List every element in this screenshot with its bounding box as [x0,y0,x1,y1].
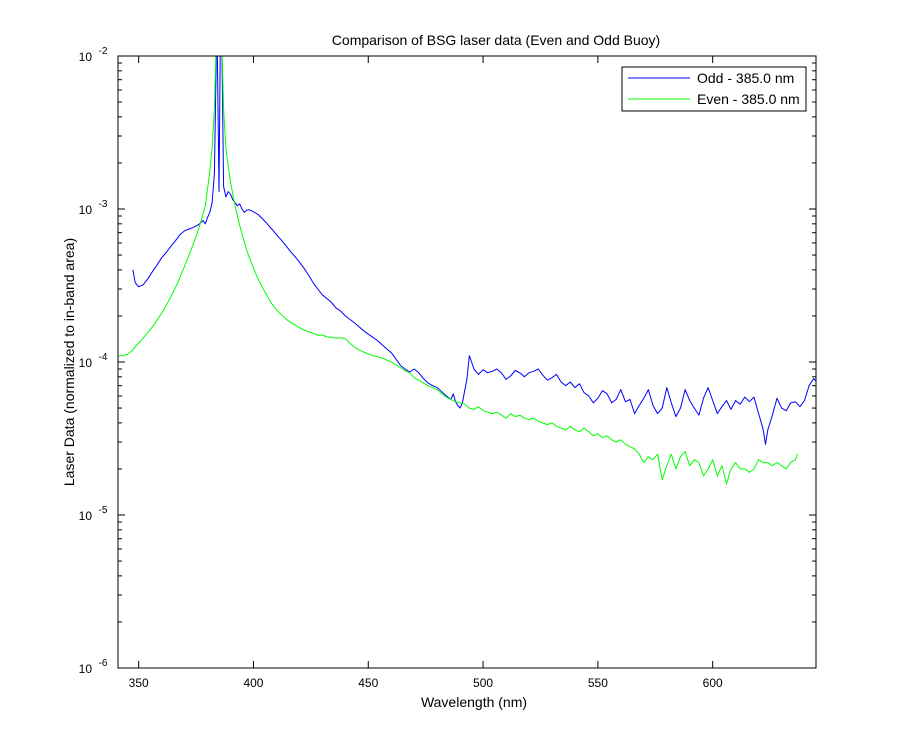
y-tick-label-exponent: -3 [99,199,108,210]
x-axis: 350 400 450 500 550 600 [129,56,723,690]
x-tick-label: 550 [588,676,608,690]
y-tick-label-exponent: -5 [99,505,108,516]
chart-title: Comparison of BSG laser data (Even and O… [332,32,660,48]
series-line-odd [132,56,816,445]
x-tick-label: 400 [243,676,263,690]
y-tick-label: 10 [79,662,93,676]
legend-box [621,66,807,112]
y-tick-label-exponent: -4 [99,352,108,363]
y-tick-label: 10 [79,203,93,217]
legend-label-odd: Odd - 385.0 nm [697,70,794,86]
series-line-even [118,56,799,485]
y-tick-label: 10 [79,356,93,370]
y-tick-label: 10 [79,50,93,64]
legend-label-even: Even - 385.0 nm [697,91,800,107]
y-tick-label-exponent: -2 [99,46,108,57]
x-axis-label: Wavelength (nm) [421,694,527,710]
x-tick-label: 500 [473,676,493,690]
y-tick-label: 10 [79,509,93,523]
legend: Odd - 385.0 nm Even - 385.0 nm [621,66,807,112]
y-axis: 10 -6 10 -5 10 -4 10 -3 10 -2 [79,46,816,676]
x-tick-label: 350 [129,676,149,690]
plot-area [117,55,817,669]
series-layer [118,56,816,485]
x-tick-label: 450 [358,676,378,690]
y-axis-label: Laser Data (normalized to in-band area) [61,238,77,486]
x-tick-label: 600 [703,676,723,690]
plot-background [118,56,816,668]
y-tick-label-exponent: -6 [99,658,108,669]
